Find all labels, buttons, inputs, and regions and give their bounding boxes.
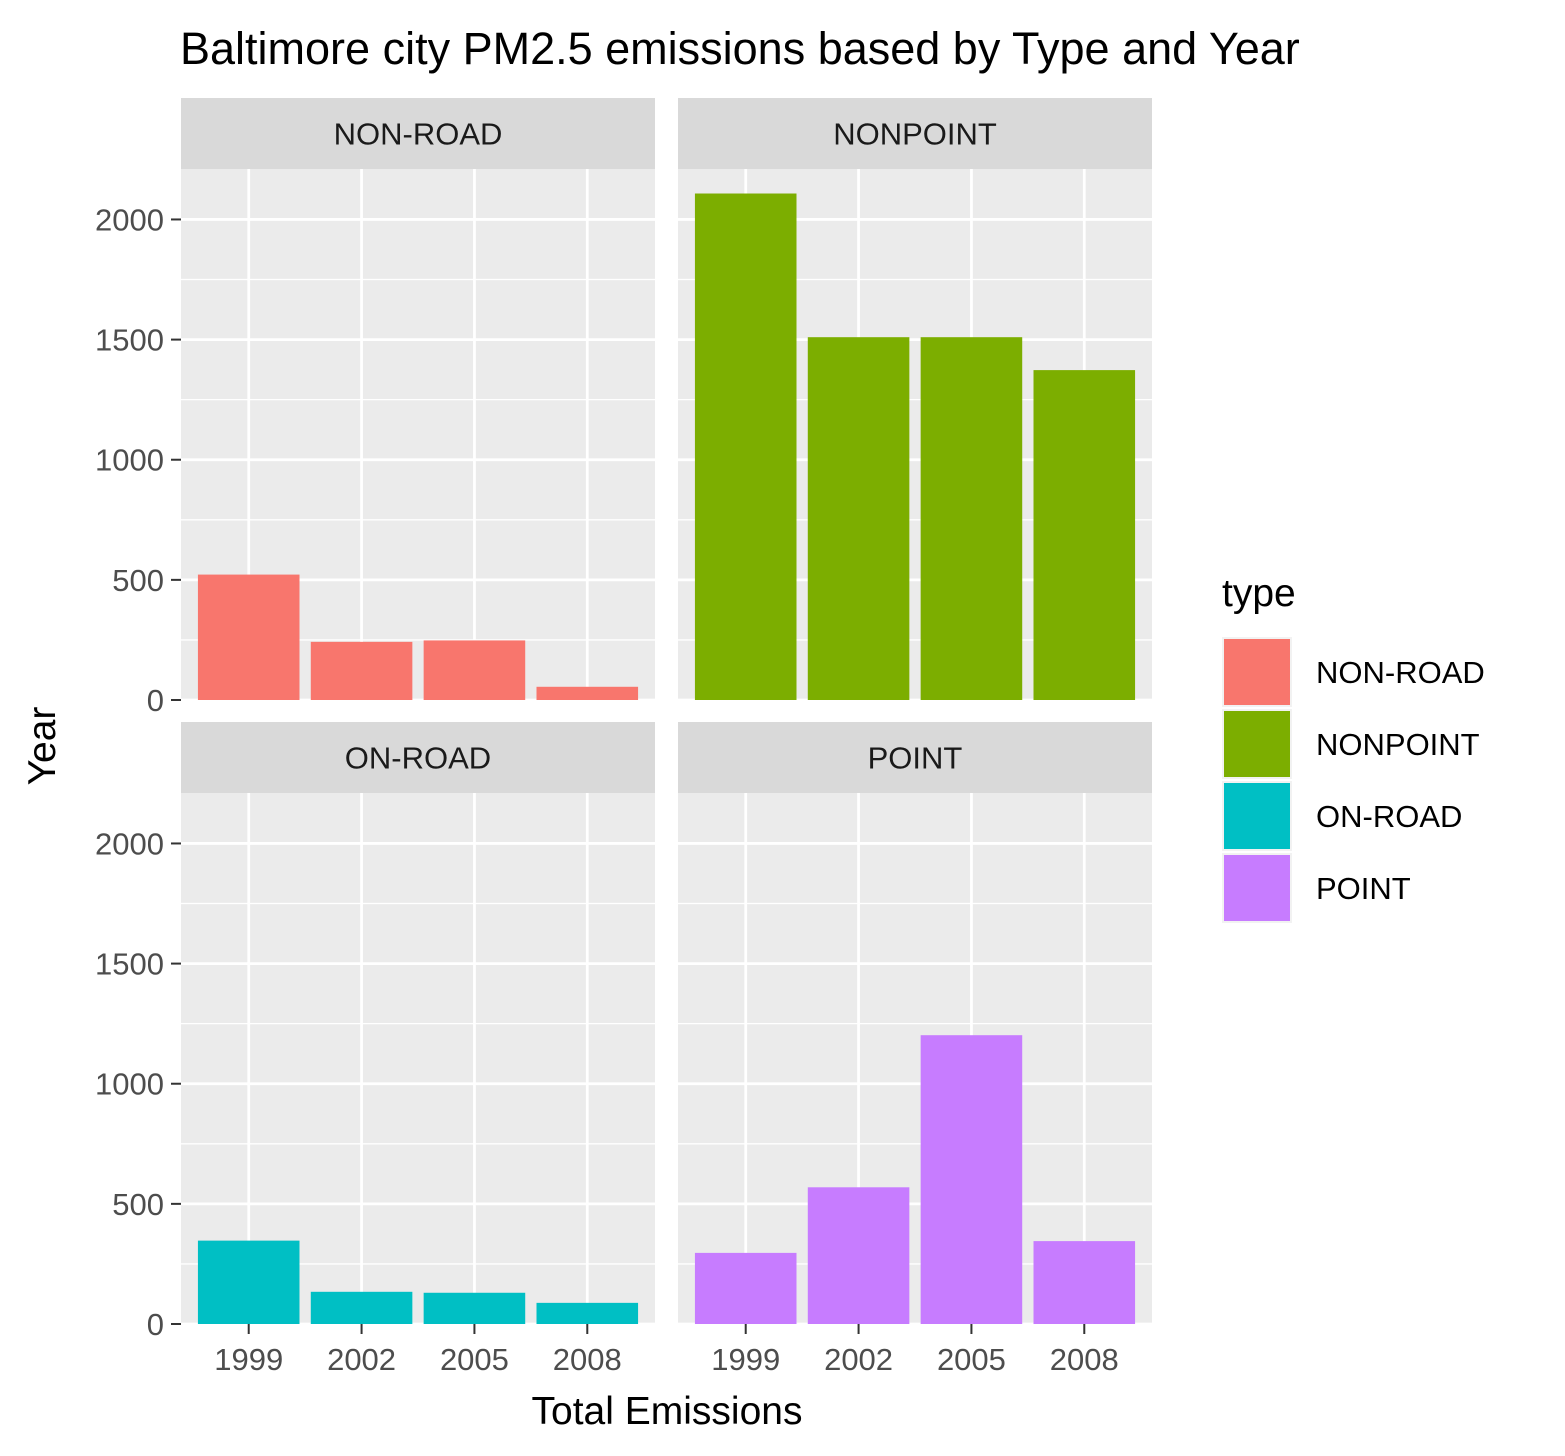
facet-strip-label: NON-ROAD: [334, 117, 503, 152]
bar-nonpoint-2008: [1033, 370, 1136, 700]
facet-panel-nonpoint: NONPOINT: [678, 98, 1152, 702]
facet-strip: [181, 722, 655, 793]
legend-swatch: [1224, 711, 1290, 777]
y-tick-label: 500: [112, 563, 164, 598]
facet-strip-label: POINT: [868, 741, 963, 776]
legend-entry-non-road: NON-ROAD: [1222, 637, 1485, 707]
y-tick-label: 1500: [95, 323, 164, 358]
facet-strip: [678, 722, 1152, 793]
legend-swatch: [1224, 783, 1290, 849]
y-tick-label: 1000: [95, 443, 164, 478]
legend-label: POINT: [1316, 871, 1411, 906]
x-tick-label: 2008: [553, 1342, 622, 1377]
bar-point-2002: [807, 1187, 910, 1324]
bar-nonpoint-2005: [920, 337, 1023, 700]
y-tick-label: 2000: [95, 202, 164, 237]
legend: type NON-ROAD NONPOINT ON-ROAD POINT: [1222, 572, 1485, 923]
x-axis-title: Total Emissions: [532, 1390, 803, 1433]
bar-non-road-1999: [197, 574, 300, 700]
panel-background: [678, 793, 1152, 1324]
x-tick-label: 2008: [1050, 1342, 1119, 1377]
bar-on-road-1999: [197, 1240, 300, 1324]
facet-strip-label: ON-ROAD: [345, 741, 491, 776]
bar-on-road-2005: [423, 1292, 526, 1324]
facet-panels: NON-ROAD 0 500 1000 1500 2000 NONPOINT ON-ROAD 0…: [95, 98, 1152, 1377]
facet-panel-non-road: NON-ROAD 0 500 1000 1500 2000: [95, 98, 655, 718]
facet-strip-label: NONPOINT: [833, 117, 997, 152]
bar-on-road-2008: [536, 1302, 639, 1324]
y-tick-label: 2000: [95, 826, 164, 861]
bar-non-road-2002: [310, 641, 413, 700]
x-tick-label: 2002: [824, 1342, 893, 1377]
bar-nonpoint-1999: [694, 193, 797, 700]
x-tick-label: 1999: [711, 1342, 780, 1377]
legend-label: NONPOINT: [1316, 727, 1480, 762]
bar-point-2005: [920, 1035, 1023, 1324]
bar-point-2008: [1033, 1241, 1136, 1324]
bar-non-road-2005: [423, 640, 526, 700]
legend-swatch: [1224, 855, 1290, 921]
legend-entry-point: POINT: [1222, 853, 1411, 923]
facet-panel-on-road: ON-ROAD 0 500 1000 1500 2000 1999 2002 2005 2008: [95, 722, 655, 1377]
facet-strip: [678, 98, 1152, 169]
legend-label: ON-ROAD: [1316, 799, 1462, 834]
legend-entry-nonpoint: NONPOINT: [1222, 709, 1480, 779]
legend-entry-on-road: ON-ROAD: [1222, 781, 1462, 851]
x-tick-label: 2005: [937, 1342, 1006, 1377]
bar-on-road-2002: [310, 1291, 413, 1324]
legend-label: NON-ROAD: [1316, 655, 1485, 690]
legend-swatch: [1224, 639, 1290, 705]
y-tick-label: 0: [147, 1307, 164, 1342]
bar-nonpoint-2002: [807, 337, 910, 700]
x-tick-label: 2005: [440, 1342, 509, 1377]
y-tick-label: 0: [147, 683, 164, 718]
facet-panel-point: POINT 1999 2002 2005 2008: [678, 722, 1152, 1377]
chart-title: Baltimore city PM2.5 emissions based by …: [180, 23, 1300, 74]
y-tick-label: 1500: [95, 947, 164, 982]
facet-strip: [181, 98, 655, 169]
x-tick-label: 2002: [327, 1342, 396, 1377]
bar-non-road-2008: [536, 686, 639, 700]
bar-point-1999: [694, 1252, 797, 1324]
y-tick-label: 1000: [95, 1067, 164, 1102]
x-tick-label: 1999: [214, 1342, 283, 1377]
y-tick-label: 500: [112, 1187, 164, 1222]
panel-background: [181, 793, 655, 1324]
legend-title: type: [1222, 572, 1296, 615]
y-axis-title: Year: [21, 707, 64, 786]
